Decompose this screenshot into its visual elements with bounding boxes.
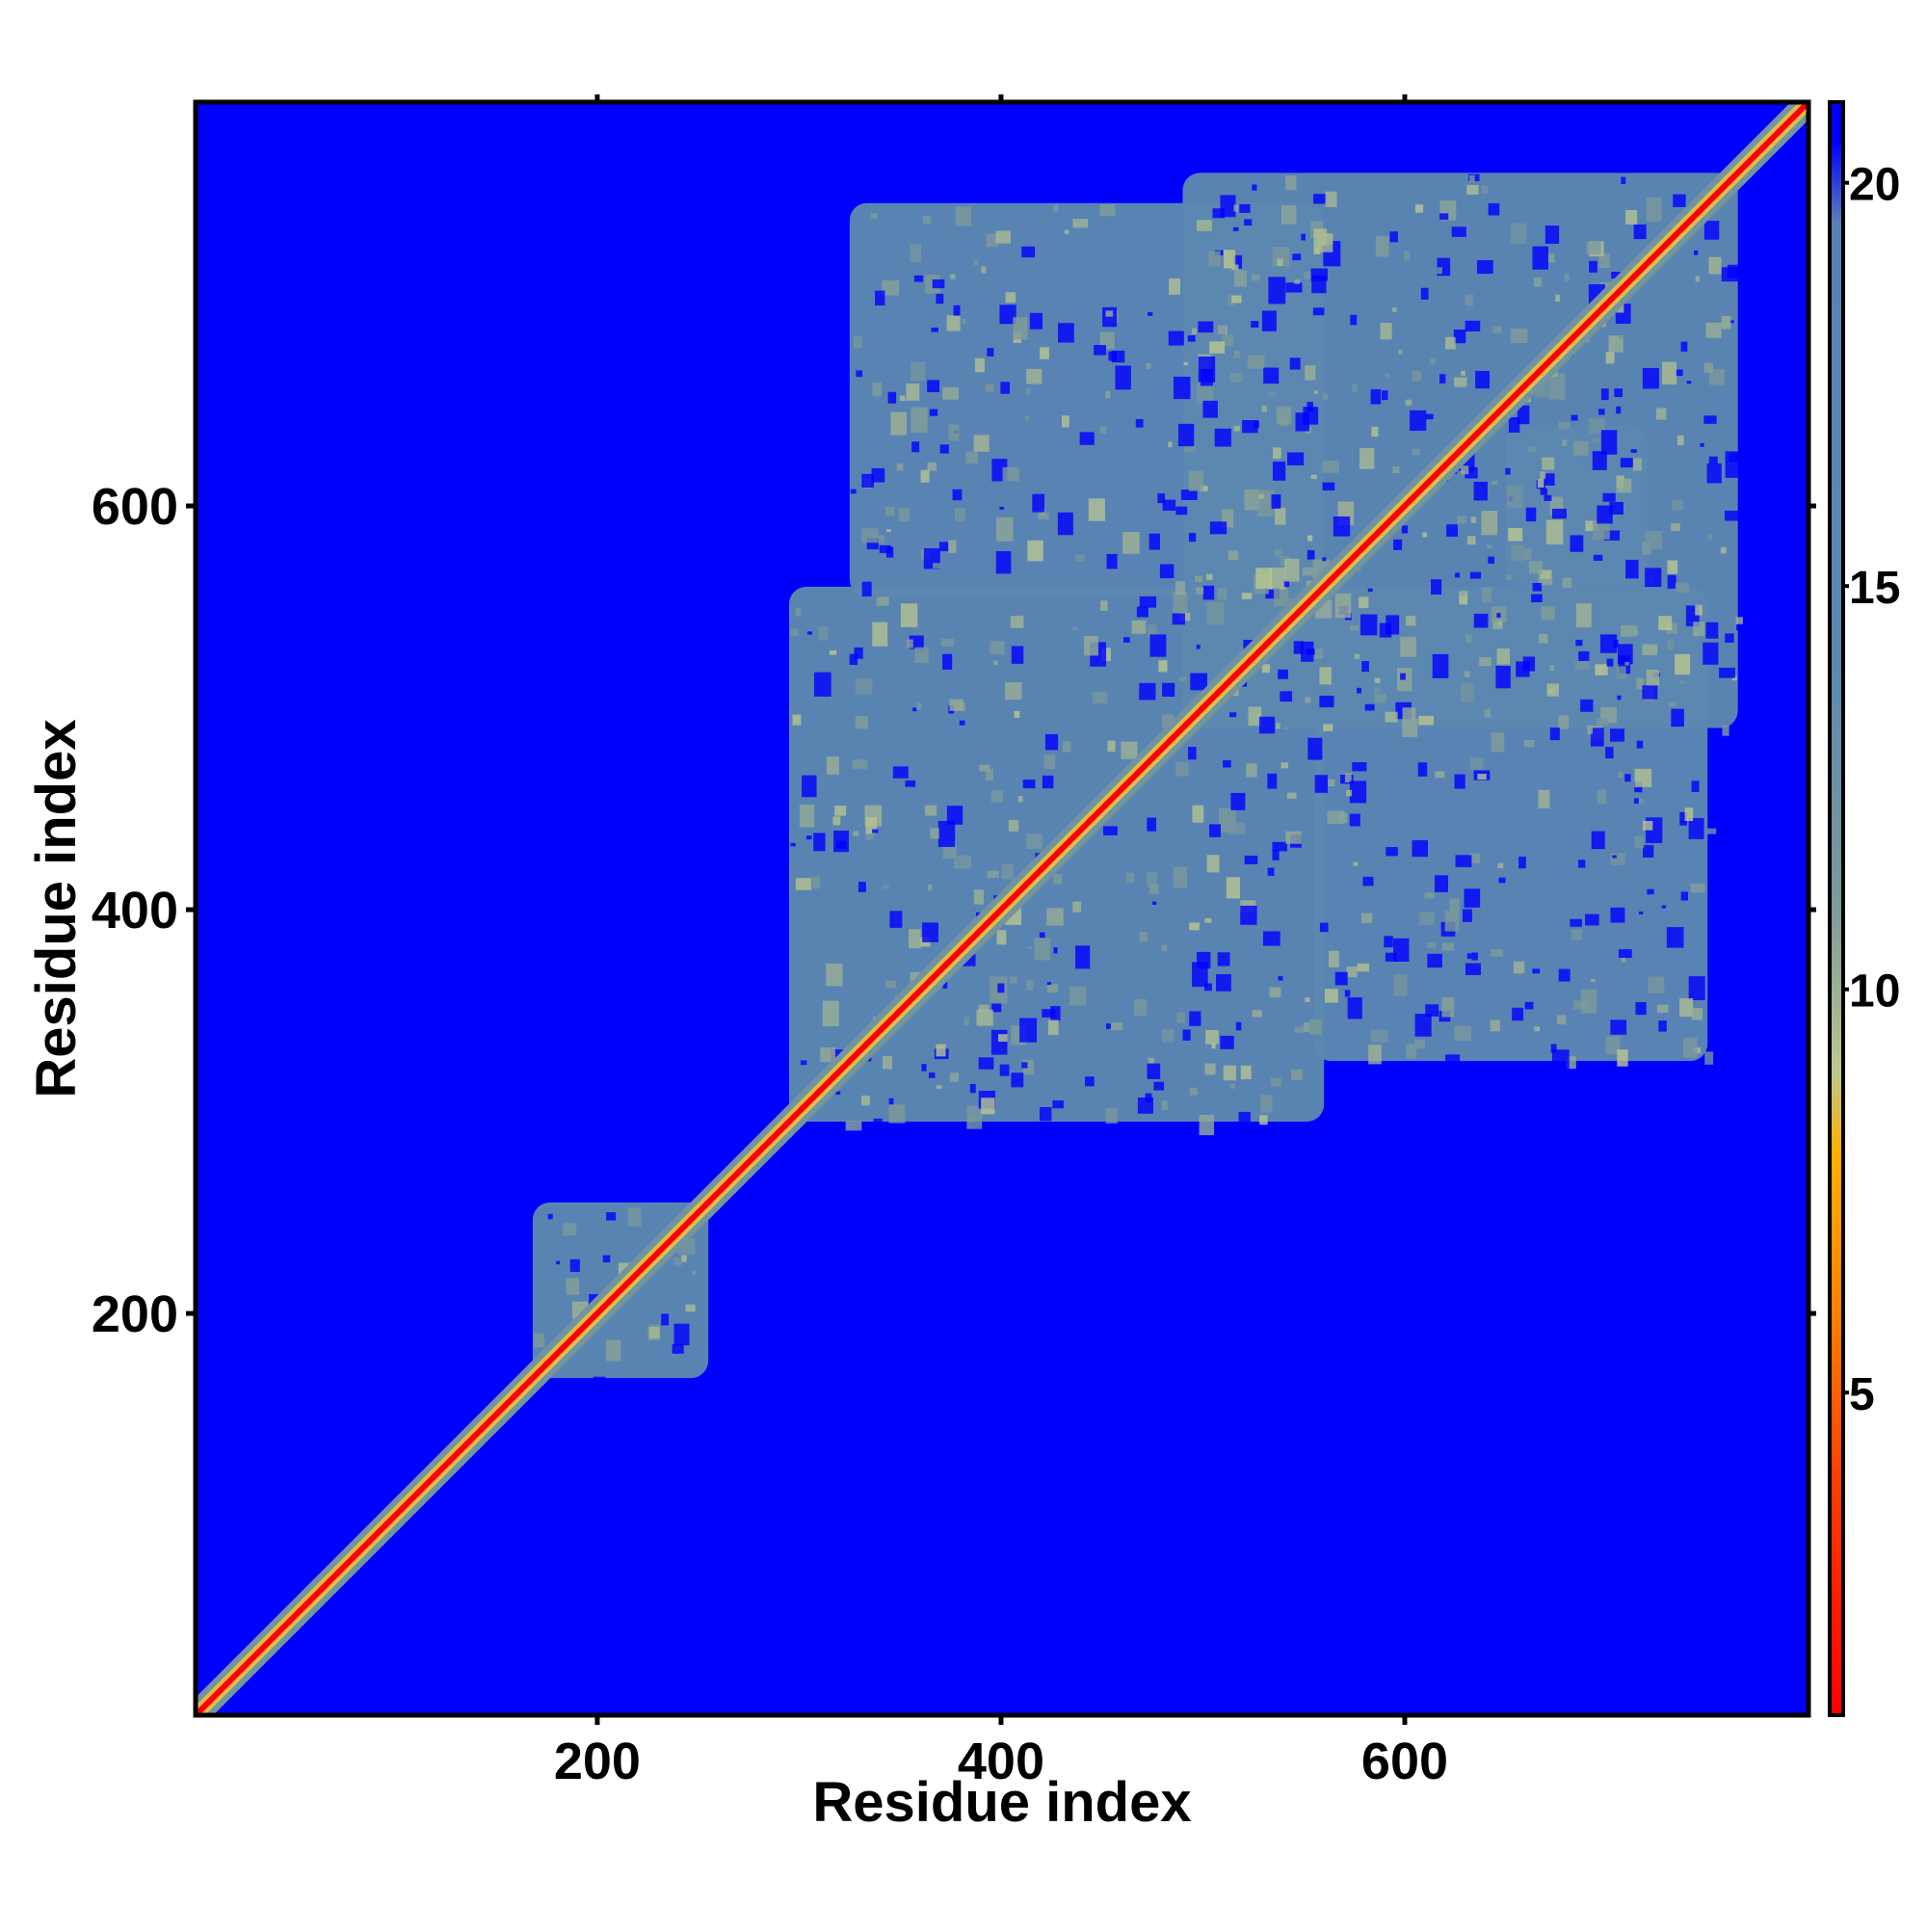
x-tick-label: 600 bbox=[1361, 1733, 1448, 1790]
colorbar-tick-label: 10 bbox=[1849, 966, 1900, 1018]
heatmap-plot-area bbox=[193, 99, 1811, 1718]
contact-speckle bbox=[533, 173, 1743, 1386]
x-tick-label: 200 bbox=[554, 1733, 641, 1790]
colorbar-tick-label: 20 bbox=[1849, 160, 1900, 211]
colorbar-tick-label: 5 bbox=[1849, 1369, 1875, 1420]
y-tick-label: 400 bbox=[92, 882, 178, 940]
contact-region-4 bbox=[849, 202, 1325, 597]
y-axis-title: Residue index bbox=[25, 719, 88, 1098]
colorbar-gradient bbox=[1828, 100, 1845, 1717]
colorbar-tick-label: 15 bbox=[1849, 563, 1900, 614]
y-tick-label: 600 bbox=[92, 478, 178, 536]
x-axis-title: Residue index bbox=[812, 1771, 1191, 1834]
contact-region-6 bbox=[1505, 425, 1648, 587]
heatmap-cells bbox=[196, 102, 1808, 1715]
contact-region-5 bbox=[1313, 586, 1708, 1062]
x-tick-label: 400 bbox=[958, 1733, 1044, 1790]
y-tick-label: 200 bbox=[92, 1285, 178, 1343]
axes: 200 400 600 200 400 600 bbox=[92, 94, 1816, 1790]
colorbar: 5 10 15 20 bbox=[1828, 100, 1900, 1717]
diagonal bbox=[196, 102, 1808, 1715]
